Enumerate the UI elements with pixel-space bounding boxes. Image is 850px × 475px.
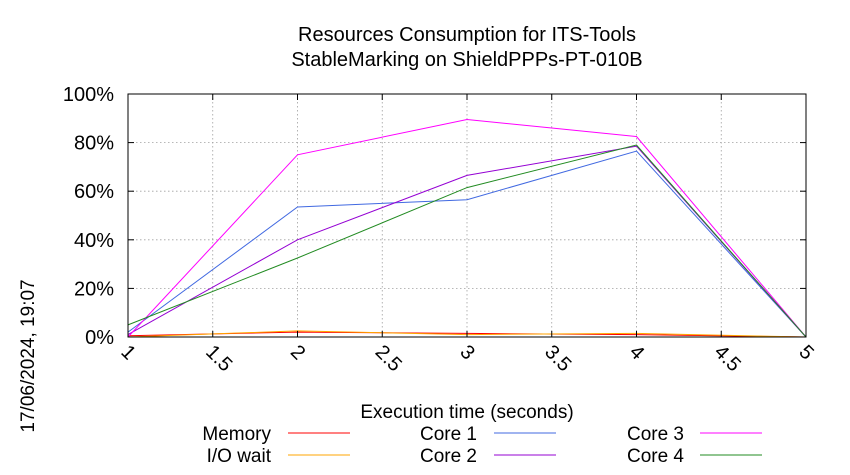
x-tick-label: 1.5 — [201, 341, 236, 376]
x-tick-label: 3 — [455, 341, 478, 364]
legend-label-memory: Memory — [202, 424, 271, 445]
y-tick-label: 100% — [63, 84, 114, 106]
y-tick-label: 20% — [74, 278, 114, 300]
y-tick-label: 40% — [74, 230, 114, 252]
series-line-core-3 — [127, 118, 807, 338]
legend-label-core-4: Core 4 — [627, 446, 684, 467]
series-line-core-4 — [127, 144, 807, 338]
x-tick-label: 5 — [794, 341, 817, 364]
legend-label-core-2: Core 2 — [420, 446, 477, 467]
y-axis: 0% 20% 40% 60% 80% 100% — [63, 84, 806, 349]
timestamp-label: 17/06/2024, 19:07 — [18, 279, 39, 432]
legend-label-i-o-wait: I/O wait — [207, 446, 272, 467]
x-tick-label: 3.5 — [540, 341, 575, 376]
x-tick-label: 1 — [116, 341, 139, 364]
grid — [128, 94, 806, 337]
x-tick-label: 4.5 — [710, 341, 745, 376]
chart-title: Resources Consumption for ITS-Tools — [298, 24, 636, 46]
x-tick-label: 2.5 — [371, 341, 406, 376]
series-line-core-1 — [127, 150, 807, 338]
legend-label-core-1: Core 1 — [420, 424, 477, 445]
y-tick-label: 0% — [85, 327, 114, 349]
y-tick-label: 60% — [74, 181, 114, 203]
x-tick-label: 4 — [625, 341, 648, 364]
y-tick-label: 80% — [74, 133, 114, 155]
x-axis-label: Execution time (seconds) — [360, 402, 573, 423]
chart-subtitle: StableMarking on ShieldPPPs-PT-010B — [291, 49, 642, 71]
legend-label-core-3: Core 3 — [627, 424, 684, 445]
plot-series — [127, 118, 807, 338]
series-line-core-2 — [127, 145, 807, 338]
x-tick-label: 2 — [286, 341, 309, 364]
